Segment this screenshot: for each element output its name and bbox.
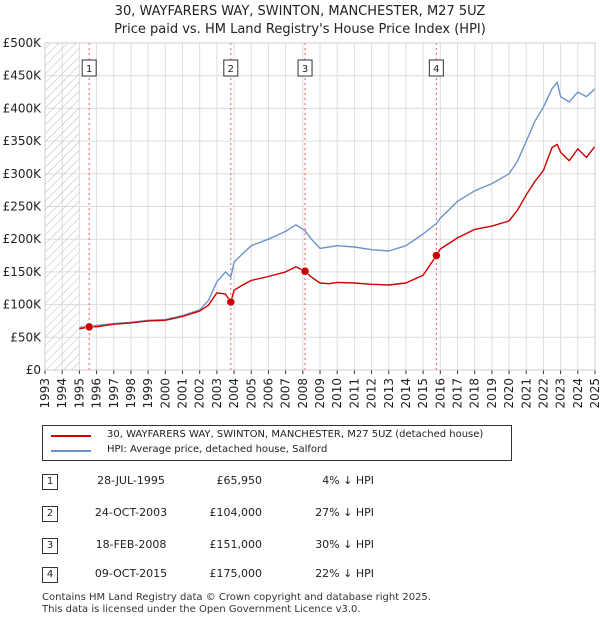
x-tick-label: 2019 <box>485 378 499 409</box>
x-tick-label: 1996 <box>90 378 104 409</box>
sale-hpi-delta: 22% ↓ HPI <box>315 567 374 580</box>
x-tick-label: 1995 <box>72 378 86 409</box>
sale-point <box>84 322 94 332</box>
x-tick-label: 2009 <box>313 378 327 409</box>
sale-point <box>300 266 310 276</box>
x-tick-label: 2020 <box>502 378 516 409</box>
hpi-line <box>79 81 596 329</box>
sale-date: 28-JUL-1995 <box>97 474 165 487</box>
sale-number-box <box>81 59 97 77</box>
sale-price: £151,000 <box>209 538 263 551</box>
price-chart: 1 2 3 4 £0 £50K £100K £150K £200K £250K £300K £350… <box>3 36 600 409</box>
x-tick-label: 2012 <box>365 378 379 409</box>
x-tick-label: 2010 <box>330 378 344 409</box>
y-tick-label: £400K <box>3 101 43 115</box>
sale-price: £104,000 <box>209 506 263 519</box>
x-tick-label: 2015 <box>416 378 430 409</box>
sale-number-label: 2 <box>228 64 234 75</box>
y-tick-label: £100K <box>3 298 43 312</box>
legend: 30, WAYFARERS WAY, SWINTON, MANCHESTER, … <box>42 425 512 461</box>
x-tick-label: 1993 <box>38 378 52 409</box>
chart-subtitle: Price paid vs. HM Land Registry's House … <box>114 22 486 37</box>
y-tick-label: £450K <box>3 69 43 83</box>
sale-number-box <box>428 59 444 77</box>
sale-number-badge: 4 <box>42 567 58 583</box>
chart-title: 30, WAYFARERS WAY, SWINTON, MANCHESTER, … <box>114 4 486 19</box>
x-tick-label: 2021 <box>519 378 533 409</box>
legend-swatch-hpi <box>51 450 91 452</box>
sale-date: 09-OCT-2015 <box>94 567 168 580</box>
x-tick-label: 2022 <box>536 378 550 409</box>
sale-number-box <box>297 59 313 77</box>
x-tick-label: 1997 <box>107 378 121 409</box>
footer-licence: This data is licensed under the Open Gov… <box>42 604 361 615</box>
x-tick-label: 1998 <box>124 378 138 409</box>
y-tick-label: £50K <box>10 330 42 344</box>
x-tick-label: 2004 <box>227 378 241 409</box>
x-tick-label: 2014 <box>399 378 413 409</box>
sale-hpi-delta: 30% ↓ HPI <box>315 538 374 551</box>
sale-date: 24-OCT-2003 <box>94 506 168 519</box>
x-tick-label: 1999 <box>141 378 155 409</box>
sale-number-badge: 1 <box>42 474 58 490</box>
x-tick-label: 2008 <box>296 378 310 409</box>
x-tick-label: 2023 <box>554 378 568 409</box>
x-tick-label: 2011 <box>347 378 361 409</box>
y-tick-label: £350K <box>3 134 43 148</box>
x-tick-label: 2006 <box>261 378 275 409</box>
sale-point <box>226 297 236 307</box>
x-tick-label: 2024 <box>571 378 585 409</box>
x-tick-label: 2000 <box>158 378 172 409</box>
sale-number-box <box>223 59 239 77</box>
x-tick-label: 2018 <box>468 378 482 409</box>
footer-copyright: Contains HM Land Registry data © Crown c… <box>42 592 431 603</box>
sale-number-label: 3 <box>302 64 308 75</box>
property-price-line <box>79 143 596 330</box>
y-tick-label: £300K <box>3 167 43 181</box>
x-tick-label: 2013 <box>382 378 396 409</box>
sale-price: £175,000 <box>209 567 263 580</box>
sale-hpi-delta: 4% ↓ HPI <box>322 474 374 487</box>
y-tick-label: £0 <box>26 363 41 377</box>
sale-number-label: 4 <box>433 64 439 75</box>
legend-label-hpi: HPI: Average price, detached house, Salf… <box>107 444 328 455</box>
plot-frame <box>44 42 596 371</box>
y-tick-label: £150K <box>3 265 43 279</box>
sale-number-badge: 3 <box>42 538 58 554</box>
y-tick-label: £200K <box>3 232 43 246</box>
x-tick-label: 2001 <box>176 378 190 409</box>
sale-number-label: 1 <box>86 64 92 75</box>
legend-swatch-property <box>51 435 91 437</box>
y-tick-label: £500K <box>3 36 43 50</box>
sale-hpi-delta: 27% ↓ HPI <box>315 506 374 519</box>
x-tick-label: 2025 <box>588 378 600 409</box>
x-tick-label: 2017 <box>451 378 465 409</box>
pre-data-hatch <box>45 43 80 370</box>
sale-price: £65,950 <box>216 474 263 487</box>
x-tick-label: 2007 <box>279 378 293 409</box>
x-tick-label: 2003 <box>210 378 224 409</box>
sale-number-badge: 2 <box>42 506 58 522</box>
y-tick-label: £250K <box>3 200 43 214</box>
legend-label-property: 30, WAYFARERS WAY, SWINTON, MANCHESTER, … <box>107 429 484 440</box>
x-tick-label: 2002 <box>193 378 207 409</box>
x-tick-label: 2005 <box>244 378 258 409</box>
x-tick-label: 1994 <box>55 378 69 409</box>
sale-point <box>432 251 441 260</box>
x-tick-label: 2016 <box>433 378 447 409</box>
sale-date: 18-FEB-2008 <box>95 538 167 551</box>
